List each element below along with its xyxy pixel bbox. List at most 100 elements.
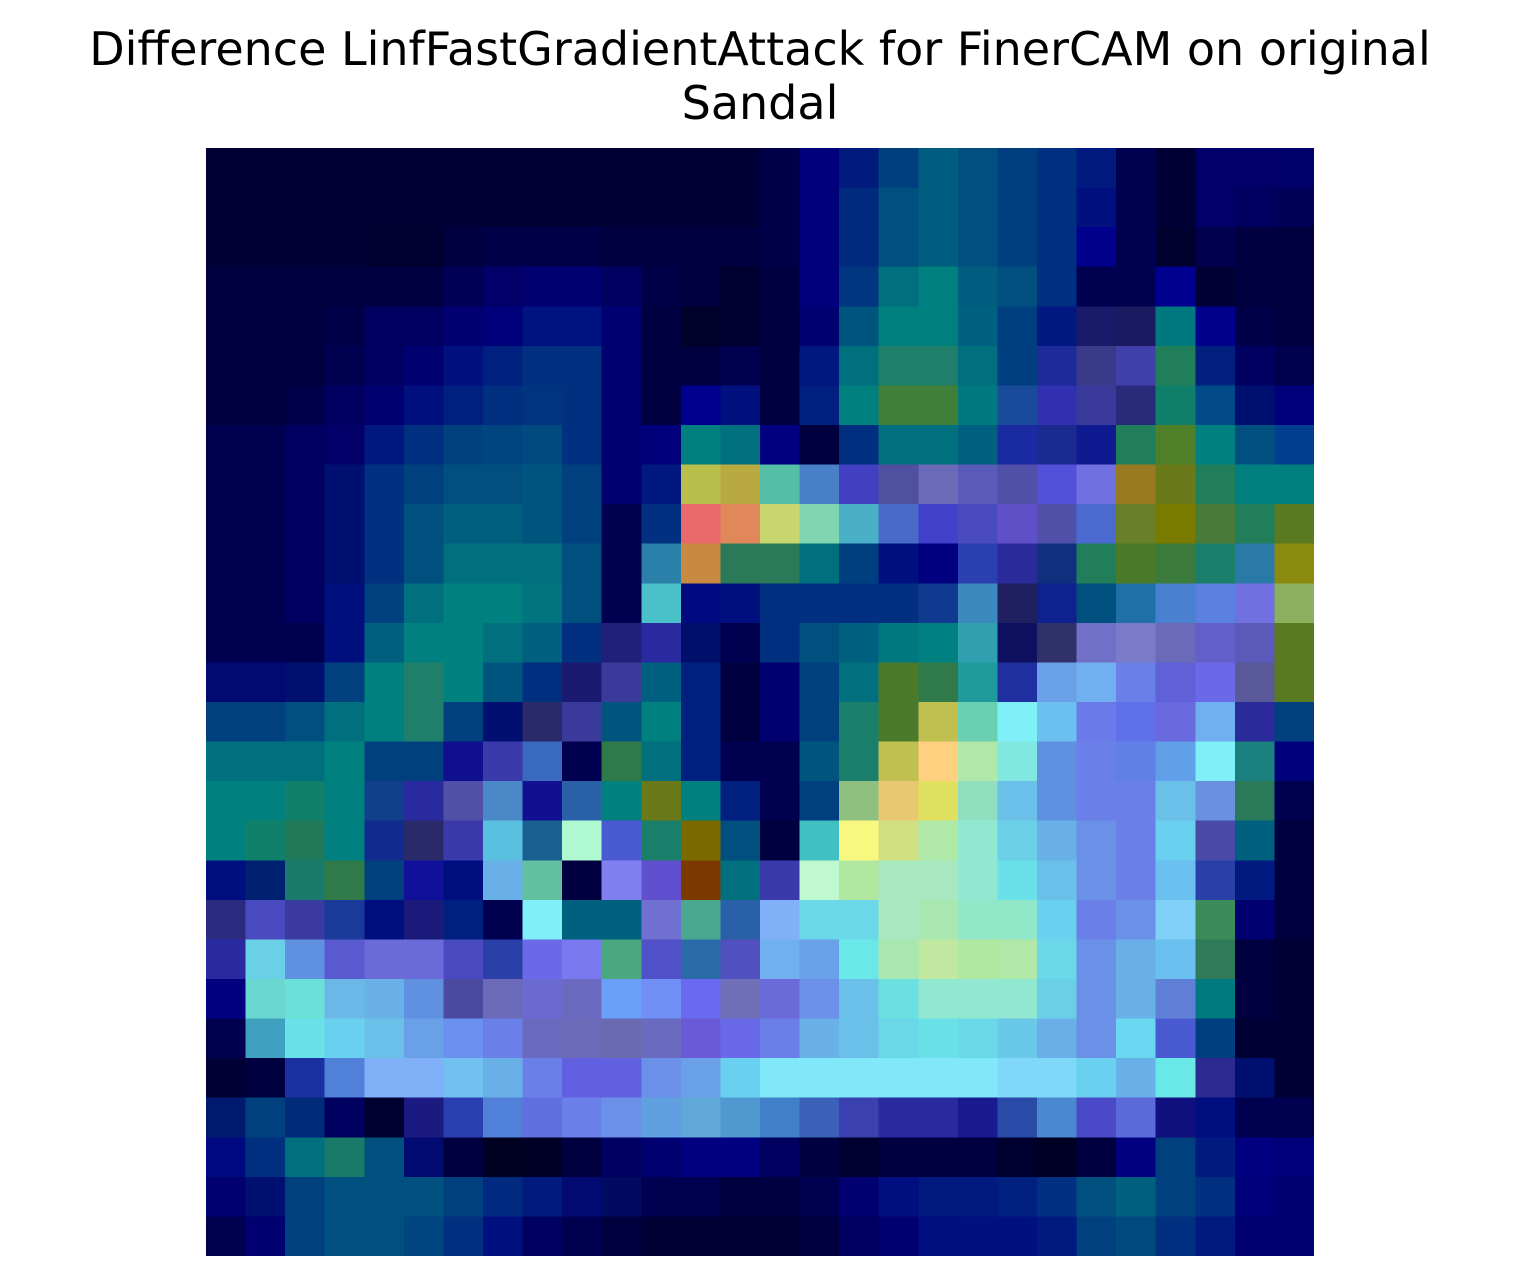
heatmap-cell-r8-c8 — [522, 464, 563, 505]
heatmap-cell-r15-c15 — [799, 741, 840, 782]
heatmap-cell-r10-c16 — [839, 543, 880, 584]
heatmap-cell-r7-c10 — [601, 425, 642, 466]
heatmap-cell-r20-c10 — [601, 939, 642, 980]
heatmap-cell-r2-c7 — [483, 227, 524, 268]
heatmap-cell-r6-c16 — [839, 385, 880, 426]
heatmap-cell-r6-c24 — [1155, 385, 1196, 426]
heatmap-cell-r26-c18 — [918, 1176, 959, 1218]
heatmap-cell-r2-c3 — [324, 227, 365, 268]
heatmap-cell-r2-c15 — [799, 227, 840, 268]
heatmap-cell-r17-c14 — [760, 820, 801, 861]
heatmap-cell-r14-c10 — [601, 702, 642, 743]
heatmap-cell-r13-c1 — [245, 662, 286, 703]
heatmap-cell-r22-c17 — [878, 1018, 919, 1059]
heatmap-cell-r20-c22 — [1076, 939, 1117, 980]
heatmap-cell-r11-c25 — [1195, 583, 1236, 624]
heatmap-cell-r6-c13 — [720, 385, 761, 426]
heatmap-cell-r4-c7 — [483, 306, 524, 347]
heatmap-cell-r15-c17 — [878, 741, 919, 782]
heatmap-cell-r10-c6 — [443, 543, 484, 584]
heatmap-cell-r25-c20 — [997, 1137, 1038, 1178]
heatmap-cell-r12-c3 — [324, 622, 365, 664]
heatmap-cell-r10-c3 — [324, 543, 365, 584]
heatmap-cell-r19-c19 — [957, 899, 999, 941]
heatmap-cell-r9-c17 — [878, 504, 919, 545]
heatmap-cell-r12-c14 — [760, 622, 801, 664]
heatmap-cell-r13-c19 — [957, 662, 999, 703]
heatmap-cell-r9-c18 — [918, 504, 959, 545]
heatmap-cell-r22-c4 — [364, 1018, 405, 1059]
heatmap-cell-r20-c23 — [1116, 939, 1157, 980]
heatmap-cell-r3-c4 — [364, 266, 405, 307]
heatmap-cell-r1-c26 — [1234, 187, 1276, 228]
heatmap-cell-r11-c17 — [878, 583, 919, 624]
heatmap-cell-r15-c23 — [1116, 741, 1157, 782]
heatmap-cell-r21-c3 — [324, 979, 365, 1020]
heatmap-cell-r22-c21 — [1037, 1018, 1078, 1059]
heatmap-cell-r9-c13 — [720, 504, 761, 545]
heatmap-cell-r2-c18 — [918, 227, 959, 268]
heatmap-cell-r7-c12 — [680, 425, 722, 466]
heatmap-cell-r8-c0 — [206, 464, 247, 505]
heatmap-cell-r0-c13 — [720, 148, 761, 189]
heatmap-cell-r2-c20 — [997, 227, 1038, 268]
heatmap-cell-r13-c8 — [522, 662, 563, 703]
heatmap-cell-r26-c4 — [364, 1176, 405, 1218]
heatmap-cell-r15-c12 — [680, 741, 722, 782]
heatmap-cell-r3-c1 — [245, 266, 286, 307]
heatmap-cell-r27-c8 — [522, 1216, 563, 1256]
heatmap-cell-r21-c7 — [483, 979, 524, 1020]
heatmap-cell-r25-c24 — [1155, 1137, 1196, 1178]
heatmap-cell-r13-c20 — [997, 662, 1038, 703]
heatmap-cell-r12-c24 — [1155, 622, 1196, 664]
heatmap-cell-r17-c21 — [1037, 820, 1078, 861]
heatmap-cell-r9-c21 — [1037, 504, 1078, 545]
heatmap-cell-r24-c15 — [799, 1097, 840, 1138]
heatmap-cell-r4-c19 — [957, 306, 999, 347]
heatmap-cell-r16-c12 — [680, 781, 722, 822]
heatmap-cell-r16-c26 — [1234, 781, 1276, 822]
heatmap-cell-r12-c25 — [1195, 622, 1236, 664]
heatmap-cell-r11-c9 — [562, 583, 603, 624]
heatmap-cell-r12-c8 — [522, 622, 563, 664]
heatmap-cell-r15-c8 — [522, 741, 563, 782]
heatmap-cell-r17-c16 — [839, 820, 880, 861]
heatmap-cell-r22-c16 — [839, 1018, 880, 1059]
heatmap-cell-r24-c1 — [245, 1097, 286, 1138]
heatmap-cell-r3-c24 — [1155, 266, 1196, 307]
heatmap-cell-r15-c6 — [443, 741, 484, 782]
heatmap-cell-r5-c16 — [839, 345, 880, 387]
heatmap-cell-r3-c0 — [206, 266, 247, 307]
heatmap-cell-r16-c5 — [403, 781, 445, 822]
heatmap-cell-r15-c9 — [562, 741, 603, 782]
heatmap-cell-r7-c22 — [1076, 425, 1117, 466]
heatmap-cell-r19-c14 — [760, 899, 801, 941]
heatmap-cell-r25-c17 — [878, 1137, 919, 1178]
heatmap-cell-r10-c11 — [641, 543, 682, 584]
heatmap-cell-r8-c17 — [878, 464, 919, 505]
heatmap-cell-r27-c2 — [285, 1216, 326, 1256]
heatmap-cell-r15-c4 — [364, 741, 405, 782]
heatmap-cell-r7-c7 — [483, 425, 524, 466]
heatmap-cell-r6-c18 — [918, 385, 959, 426]
heatmap-cell-r25-c21 — [1037, 1137, 1078, 1178]
heatmap-cell-r16-c3 — [324, 781, 365, 822]
heatmap-cell-r21-c27 — [1274, 979, 1314, 1020]
heatmap-cell-r19-c22 — [1076, 899, 1117, 941]
heatmap-cell-r1-c9 — [562, 187, 603, 228]
heatmap-cell-r3-c3 — [324, 266, 365, 307]
heatmap-cell-r8-c21 — [1037, 464, 1078, 505]
heatmap-cell-r17-c22 — [1076, 820, 1117, 861]
heatmap-cell-r22-c10 — [601, 1018, 642, 1059]
heatmap-cell-r10-c5 — [403, 543, 445, 584]
heatmap-cell-r19-c18 — [918, 899, 959, 941]
heatmap-cell-r19-c8 — [522, 899, 563, 941]
heatmap-cell-r25-c9 — [562, 1137, 603, 1178]
heatmap-cell-r17-c5 — [403, 820, 445, 861]
heatmap-cell-r9-c14 — [760, 504, 801, 545]
heatmap-cell-r17-c26 — [1234, 820, 1276, 861]
heatmap-cell-r23-c11 — [641, 1058, 682, 1099]
heatmap-cell-r4-c18 — [918, 306, 959, 347]
heatmap-cell-r20-c2 — [285, 939, 326, 980]
heatmap-cell-r14-c20 — [997, 702, 1038, 743]
